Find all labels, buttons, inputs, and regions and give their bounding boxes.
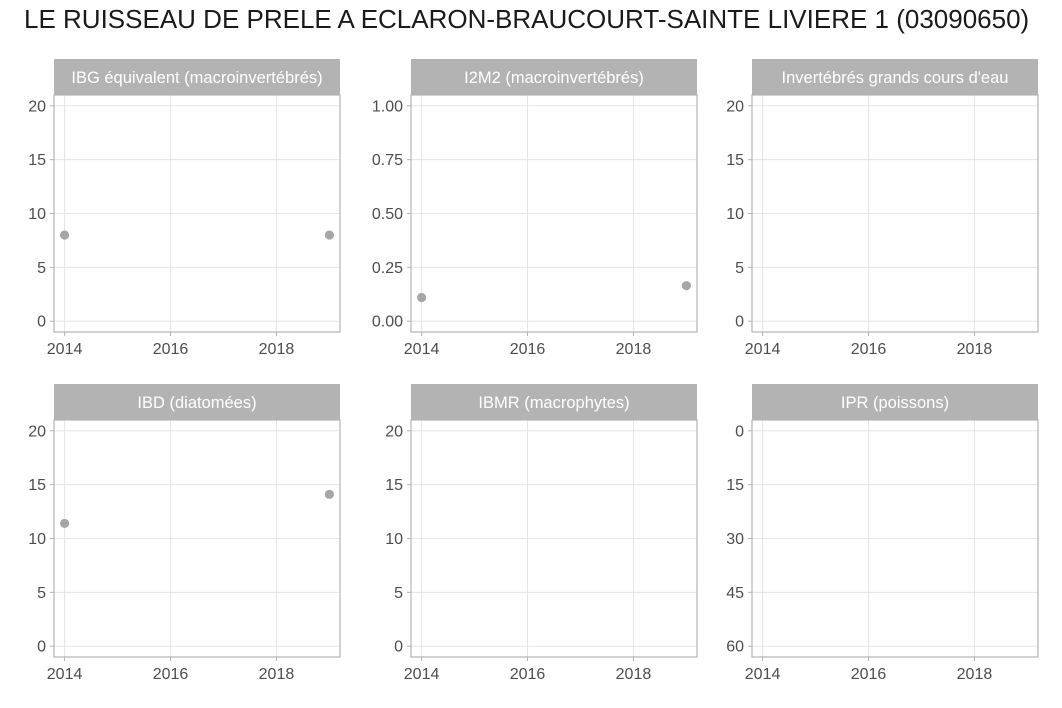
x-tick-label: 2016 xyxy=(153,666,189,683)
y-tick-label: 15 xyxy=(28,152,46,169)
facet-strip-label: IBMR (macrophytes) xyxy=(478,394,629,412)
x-tick-label: 2018 xyxy=(259,666,295,683)
x-tick-label: 2014 xyxy=(47,341,83,358)
y-tick-label: 20 xyxy=(726,98,744,115)
facet-strip-label: Invertébrés grands cours d'eau xyxy=(782,69,1009,87)
y-tick-label: 20 xyxy=(28,98,46,115)
y-tick-label: 15 xyxy=(28,477,46,494)
y-tick-label: 45 xyxy=(726,585,744,602)
y-tick-label: 60 xyxy=(726,639,744,656)
y-tick-label: 10 xyxy=(726,206,744,223)
y-tick-label: 1.00 xyxy=(372,98,403,115)
x-tick-label: 2014 xyxy=(404,341,440,358)
page-title: LE RUISSEAU DE PRELE A ECLARON-BRAUCOURT… xyxy=(24,4,1030,34)
facet-strip xyxy=(54,384,340,420)
x-tick-label: 2018 xyxy=(259,341,295,358)
y-tick-label: 5 xyxy=(37,260,46,277)
y-tick-label: 20 xyxy=(28,423,46,440)
y-tick-label: 5 xyxy=(37,585,46,602)
x-tick-label: 2014 xyxy=(745,341,781,358)
data-point xyxy=(59,518,70,529)
x-tick-label: 2018 xyxy=(957,666,993,683)
facet-strip xyxy=(752,59,1038,95)
facet-strip-label: IBD (diatomées) xyxy=(137,394,256,412)
facet-strip-label: IPR (poissons) xyxy=(841,394,949,412)
x-tick-label: 2018 xyxy=(957,341,993,358)
facet-panel: IBG équivalent (macroinvertébrés) 0 5 10 15 2… xyxy=(28,59,341,358)
facet-panel: I2M2 (macroinvertébrés) 0.00 0.25 0.50 0.75 1… xyxy=(372,59,698,358)
x-tick-label: 2016 xyxy=(510,341,546,358)
y-tick-label: 5 xyxy=(394,585,403,602)
data-point xyxy=(681,281,692,291)
facet-strip xyxy=(411,59,697,95)
facet-strip xyxy=(411,384,697,420)
x-tick-label: 2016 xyxy=(153,341,189,358)
facet-panel: Invertébrés grands cours d'eau 0 5 10 15 20 20… xyxy=(726,59,1039,358)
y-tick-label: 0 xyxy=(37,314,46,331)
data-point xyxy=(416,292,427,303)
facet-strip-label: IBG équivalent (macroinvertébrés) xyxy=(71,69,322,87)
x-tick-label: 2018 xyxy=(616,341,652,358)
y-tick-label: 5 xyxy=(735,260,744,277)
y-tick-label: 20 xyxy=(385,423,403,440)
y-tick-label: 0 xyxy=(735,423,744,440)
y-tick-label: 15 xyxy=(385,477,403,494)
y-tick-label: 0.75 xyxy=(372,152,403,169)
x-tick-label: 2014 xyxy=(404,666,440,683)
y-tick-label: 0.25 xyxy=(372,260,403,277)
y-tick-label: 30 xyxy=(726,531,744,548)
x-tick-label: 2016 xyxy=(851,666,887,683)
facet-strip-label: I2M2 (macroinvertébrés) xyxy=(464,69,644,87)
x-tick-label: 2014 xyxy=(745,666,781,683)
x-tick-label: 2016 xyxy=(851,341,887,358)
x-tick-label: 2018 xyxy=(616,666,652,683)
facet-panel: IBD (diatomées) 0 5 10 15 20 2014 2016 2018 xyxy=(28,384,341,683)
data-point xyxy=(59,230,70,240)
y-tick-label: 10 xyxy=(28,206,46,223)
y-tick-label: 10 xyxy=(28,531,46,548)
facet-strip xyxy=(752,384,1038,420)
y-tick-label: 0.50 xyxy=(372,206,403,223)
facet-panel: IBMR (macrophytes) 0 5 10 15 20 2014 2016 2018 xyxy=(385,384,698,683)
y-tick-label: 0 xyxy=(37,639,46,656)
data-point xyxy=(324,230,335,240)
y-tick-label: 0 xyxy=(735,314,744,331)
facet-strip xyxy=(54,59,340,95)
x-tick-label: 2014 xyxy=(47,666,83,683)
y-tick-label: 0 xyxy=(394,639,403,656)
x-tick-label: 2016 xyxy=(510,666,546,683)
y-tick-label: 0.00 xyxy=(372,314,403,331)
y-tick-label: 15 xyxy=(726,477,744,494)
y-tick-label: 10 xyxy=(385,531,403,548)
y-tick-label: 15 xyxy=(726,152,744,169)
data-point xyxy=(324,489,335,499)
